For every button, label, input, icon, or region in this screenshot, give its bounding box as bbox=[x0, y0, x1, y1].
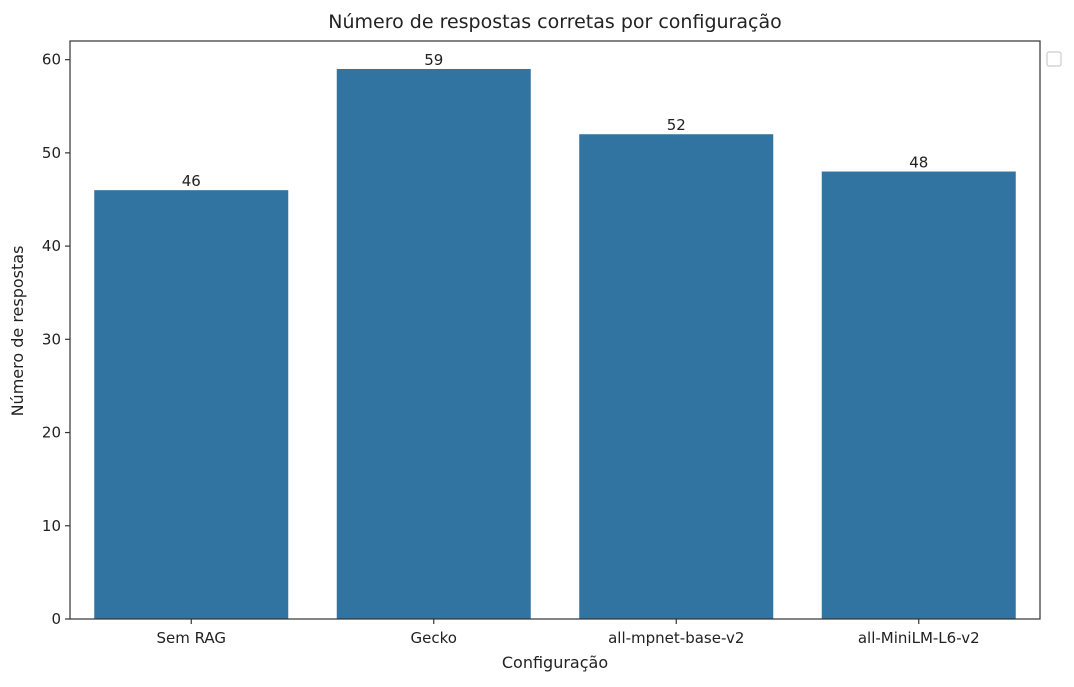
bar bbox=[821, 171, 1016, 619]
bar bbox=[579, 134, 774, 620]
chart-title: Número de respostas corretas por configu… bbox=[328, 11, 781, 33]
x-tick-label: all-MiniLM-L6-v2 bbox=[858, 629, 980, 647]
x-axis-label: Configuração bbox=[502, 653, 608, 672]
x-tick-label: Gecko bbox=[411, 629, 457, 647]
y-tick-label: 20 bbox=[42, 424, 61, 442]
bar bbox=[94, 190, 289, 619]
x-tick-label: Sem RAG bbox=[156, 629, 226, 647]
x-tick-label: all-mpnet-base-v2 bbox=[608, 629, 744, 647]
y-axis-label: Número de respostas bbox=[8, 246, 27, 417]
x-axis: Sem RAG Gecko all-mpnet-base-v2 all-MiniLM-… bbox=[156, 619, 980, 647]
bar bbox=[336, 68, 531, 620]
y-axis: 0 10 20 30 40 50 60 bbox=[42, 51, 70, 628]
bar-value-label: 59 bbox=[424, 51, 443, 69]
y-tick-label: 10 bbox=[42, 517, 61, 535]
bar-value-label: 46 bbox=[182, 172, 201, 190]
y-tick-label: 50 bbox=[42, 144, 61, 162]
y-tick-label: 60 bbox=[42, 51, 61, 69]
bar-value-label: 52 bbox=[667, 116, 686, 134]
y-tick-label: 0 bbox=[51, 610, 61, 628]
legend-box bbox=[1046, 51, 1062, 67]
bar-value-label: 48 bbox=[909, 154, 928, 172]
y-tick-label: 40 bbox=[42, 237, 61, 255]
data-labels-group: 46 59 52 48 bbox=[182, 51, 929, 190]
bars-group bbox=[94, 68, 1016, 620]
plot-frame bbox=[69, 40, 1041, 620]
y-tick-label: 30 bbox=[42, 330, 61, 348]
